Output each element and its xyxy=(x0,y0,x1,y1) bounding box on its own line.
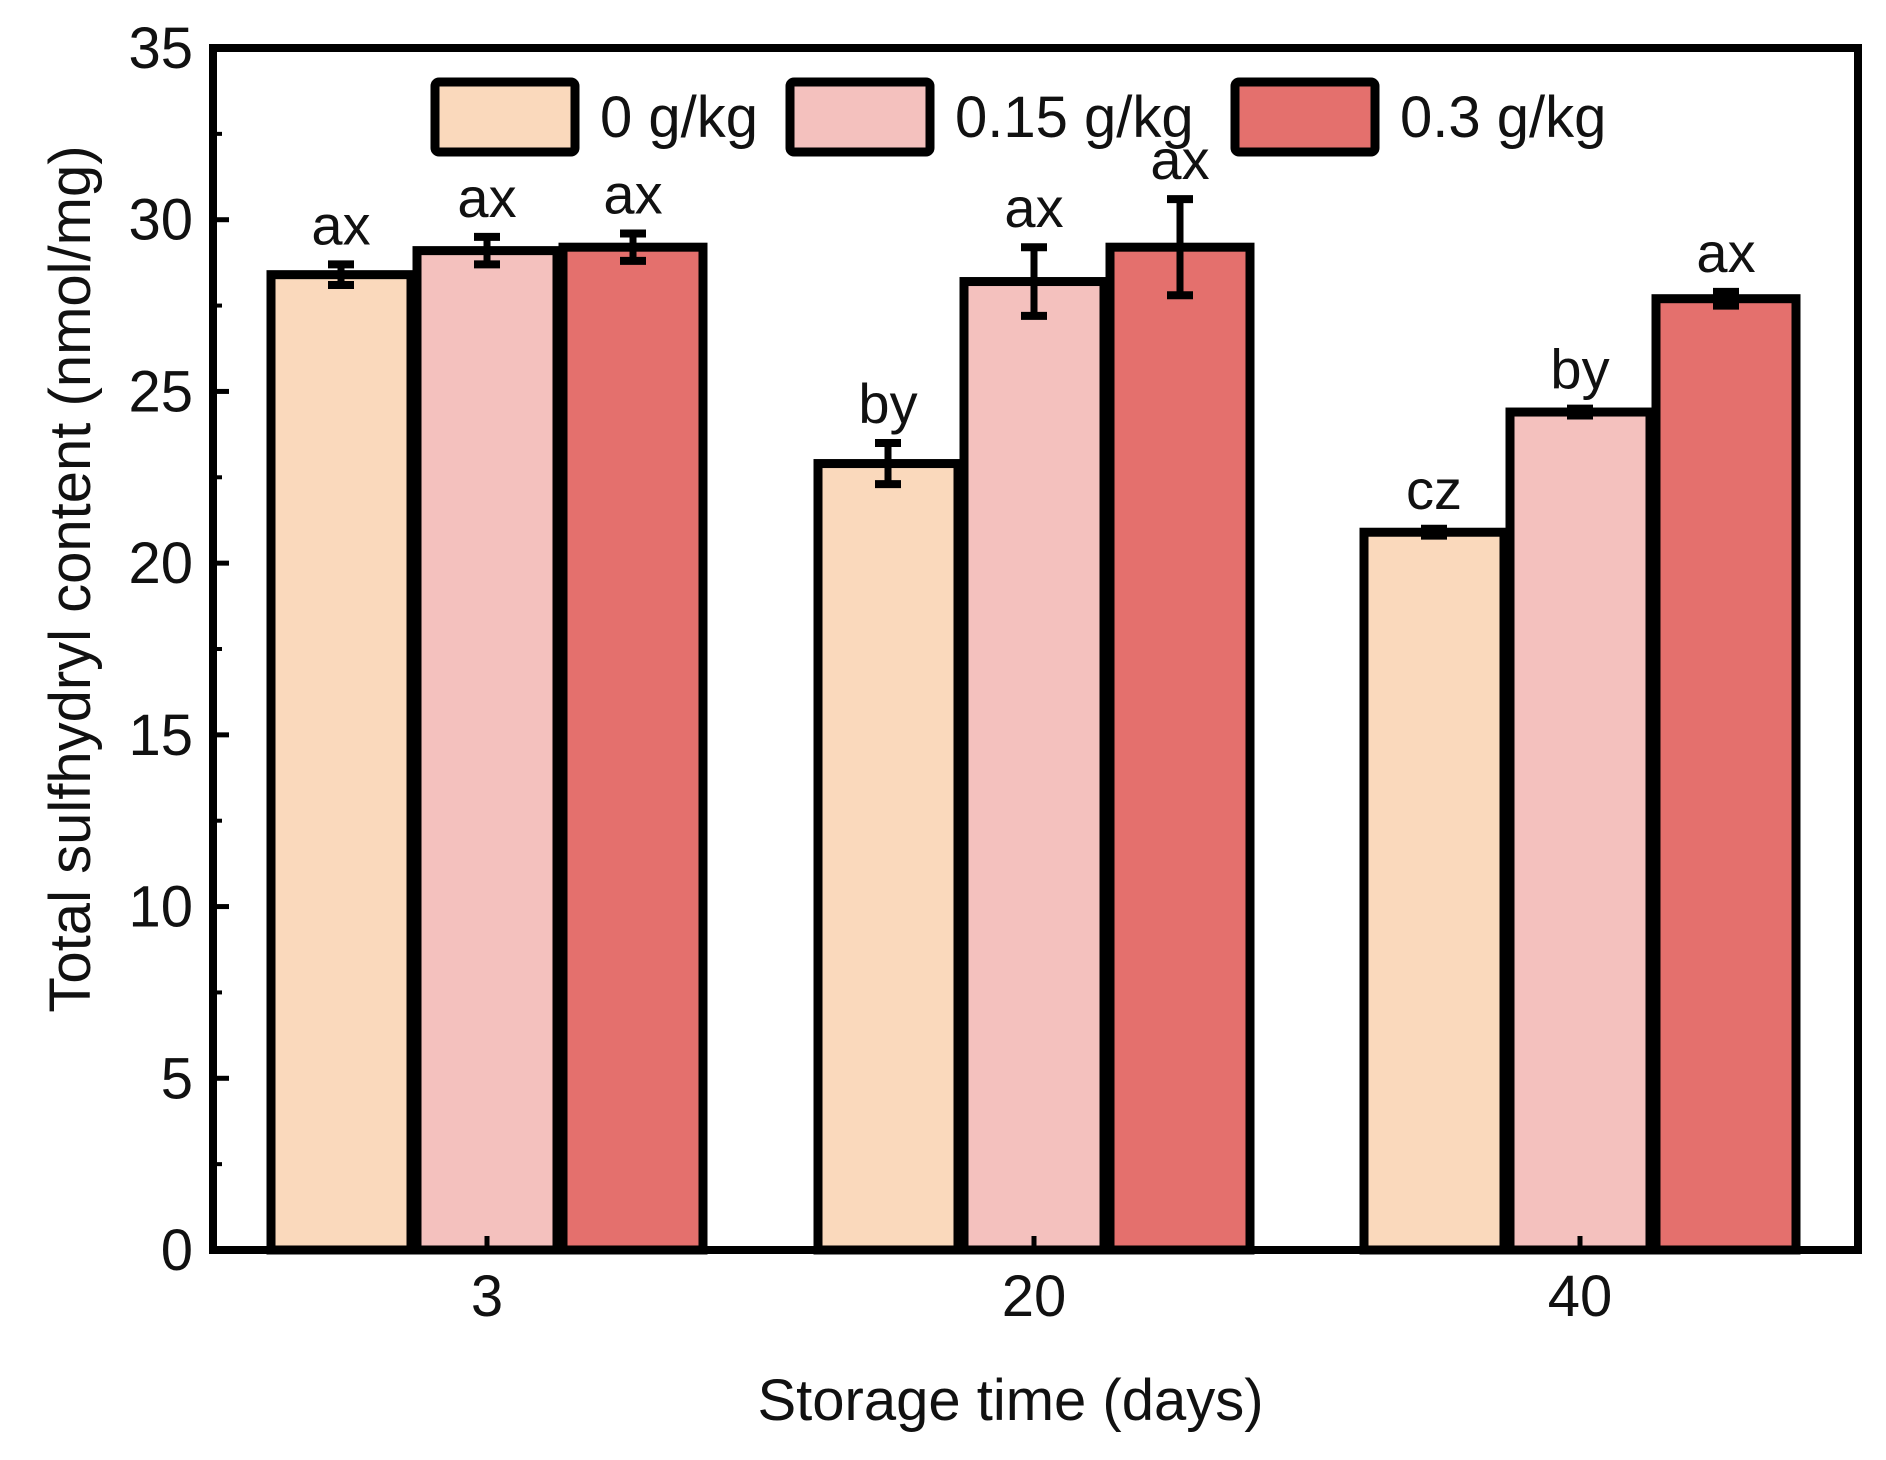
legend-label: 0 g/kg xyxy=(600,85,758,150)
legend-item: 0.3 g/kg xyxy=(1230,77,1606,157)
y-tick-label: 5 xyxy=(161,1046,193,1111)
legend-label: 0.15 g/kg xyxy=(955,85,1194,150)
bar-0-15-g-kg-day-40 xyxy=(1505,407,1655,1255)
y-tick-label: 20 xyxy=(128,531,193,596)
bar-0-3-g-kg-day-40 xyxy=(1651,294,1801,1255)
y-tick-label: 0 xyxy=(161,1218,193,1283)
legend-item: 0.15 g/kg xyxy=(785,77,1194,157)
legend-label: 0.3 g/kg xyxy=(1400,85,1606,150)
significance-label: ax xyxy=(1150,128,1209,191)
bar-0-15-g-kg-day-3 xyxy=(412,246,562,1255)
x-axis-title: Storage time (days) xyxy=(757,1368,1263,1433)
error-bars-layer xyxy=(328,195,1739,540)
bar-0-3-g-kg-day-3 xyxy=(558,242,708,1255)
legend-item: 0 g/kg xyxy=(430,77,758,157)
y-tick-label: 15 xyxy=(128,703,193,768)
x-tick-label: 3 xyxy=(471,1264,503,1329)
y-axis-title: Total sulfhydryl content (nmol/mg) xyxy=(38,145,103,1012)
significance-label: ax xyxy=(1696,221,1755,284)
significance-label: ax xyxy=(603,162,662,225)
bar-0-3-g-kg-day-20 xyxy=(1105,242,1255,1255)
significance-label: ax xyxy=(457,166,516,229)
legend-swatch xyxy=(430,77,580,157)
significance-label: by xyxy=(858,372,917,435)
bar-0-15-g-kg-day-20 xyxy=(959,277,1109,1255)
legend: 0 g/kg 0.15 g/kg 0.3 g/kg xyxy=(430,77,1606,157)
x-tick-label: 20 xyxy=(1002,1264,1067,1329)
bar-0-g-kg-day-3 xyxy=(266,270,416,1255)
bar-0-g-kg-day-40 xyxy=(1359,527,1509,1255)
legend-swatch xyxy=(785,77,935,157)
significance-label: ax xyxy=(1004,176,1063,239)
significance-label: ax xyxy=(311,193,370,256)
y-tick-label: 10 xyxy=(128,875,193,940)
x-tick-label: 40 xyxy=(1548,1264,1613,1329)
legend-swatch xyxy=(1230,77,1380,157)
axes-layer: 0 5 10 15 20 25 30 35 3 20 40 xyxy=(128,16,1862,1329)
significance-labels-layer: ax by cz ax ax by ax ax ax xyxy=(311,128,1755,521)
significance-label: cz xyxy=(1406,458,1462,521)
y-tick-label: 30 xyxy=(128,188,193,253)
y-tick-label: 25 xyxy=(128,359,193,424)
y-tick-label: 35 xyxy=(128,16,193,81)
significance-label: by xyxy=(1550,338,1609,401)
bar-0-g-kg-day-20 xyxy=(813,459,963,1255)
